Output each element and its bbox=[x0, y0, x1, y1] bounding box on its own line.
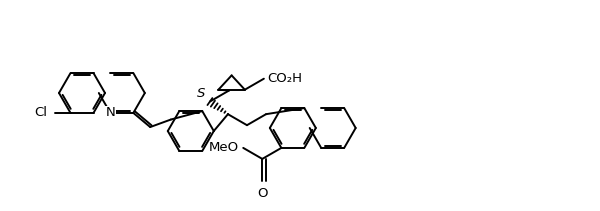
Text: CO₂H: CO₂H bbox=[267, 72, 302, 85]
Text: S: S bbox=[197, 87, 205, 100]
Text: Cl: Cl bbox=[35, 106, 48, 119]
Text: O: O bbox=[257, 187, 268, 200]
Text: N: N bbox=[106, 106, 115, 119]
Text: MeO: MeO bbox=[209, 141, 239, 154]
